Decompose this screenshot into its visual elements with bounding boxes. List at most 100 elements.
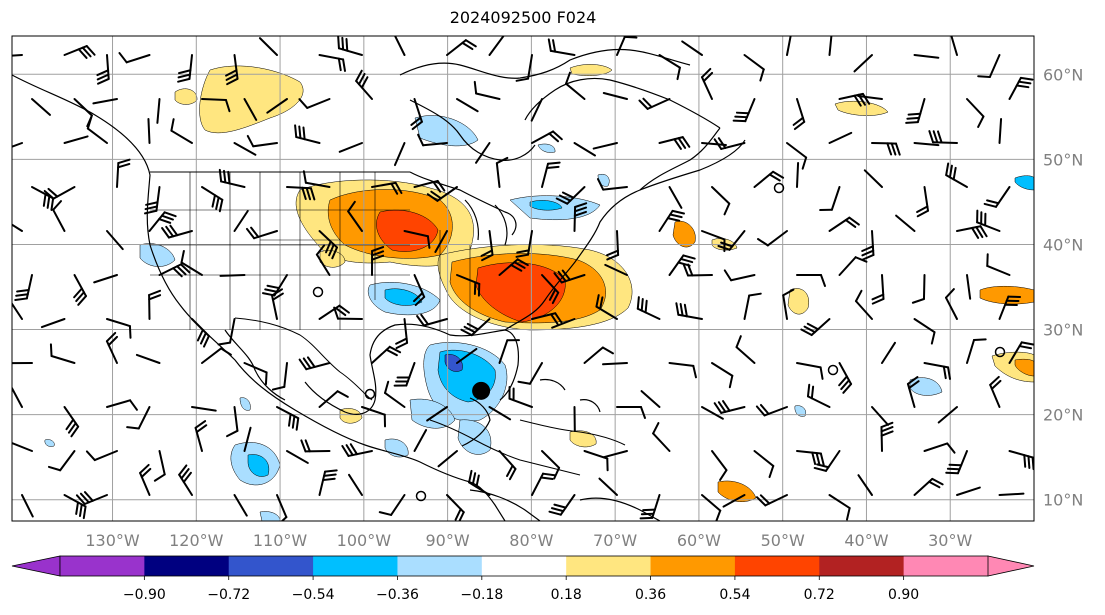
wind-barb xyxy=(945,450,968,475)
wind-barb xyxy=(515,230,533,258)
wind-barb xyxy=(675,302,703,320)
wind-barb xyxy=(923,442,956,454)
wind-barb xyxy=(170,118,193,144)
wind-barb xyxy=(595,294,618,320)
wind-barb xyxy=(286,186,316,201)
lon-tick-label: 110°W xyxy=(253,531,308,550)
lon-tick-label: 100°W xyxy=(337,531,392,550)
wind-barb xyxy=(573,142,596,157)
latitude-labels: 10°N 20°N 30°N 40°N 50°N 60°N xyxy=(1043,65,1083,509)
wind-barb xyxy=(711,362,734,389)
lat-tick-label: 40°N xyxy=(1043,235,1083,254)
lon-tick-label: 60°W xyxy=(677,531,721,550)
wind-barb xyxy=(602,91,628,100)
wind-barb xyxy=(233,142,257,156)
wind-barb xyxy=(180,249,203,276)
lon-tick-label: 120°W xyxy=(169,531,224,550)
wind-barb xyxy=(456,274,481,297)
colorbar-segment xyxy=(397,556,483,576)
wind-barb xyxy=(12,142,23,148)
wind-barb xyxy=(668,186,683,209)
colorbar-labels: −0.90 −0.72 −0.54 −0.36 −0.18 0.18 0.36 0.54 0.7… xyxy=(123,576,919,603)
lat-tick-label: 50°N xyxy=(1043,150,1083,169)
wind-barb xyxy=(300,439,331,453)
wind-barb xyxy=(616,406,646,420)
wind-barb xyxy=(412,274,426,307)
wind-barb xyxy=(701,406,724,420)
wind-barb xyxy=(583,346,614,364)
wind-barb xyxy=(658,54,681,81)
wind-barb xyxy=(318,390,349,408)
wind-barb xyxy=(85,450,118,462)
wind-barb xyxy=(743,54,765,82)
wind-barb xyxy=(426,406,448,422)
wind-barb xyxy=(271,362,288,391)
wind-barb xyxy=(294,124,321,144)
colorbar-over-arrow xyxy=(987,555,1035,577)
wind-barb xyxy=(384,380,406,408)
wind-barb xyxy=(393,362,416,387)
lon-tick-label: 40°W xyxy=(844,531,888,550)
wind-barb xyxy=(245,226,278,240)
wind-barb xyxy=(243,362,268,386)
wind-barb xyxy=(40,318,66,329)
wind-barb xyxy=(854,289,873,320)
wind-barb xyxy=(116,158,131,188)
wind-barb xyxy=(986,253,1011,276)
wind-barb xyxy=(315,244,331,276)
wind-barb xyxy=(488,406,512,421)
wind-barb xyxy=(548,494,576,516)
wind-barb xyxy=(338,142,363,153)
wind-barb xyxy=(233,494,248,517)
colorbar-tick-label: −0.54 xyxy=(292,587,335,603)
wind-barb xyxy=(555,186,586,205)
wind-barb xyxy=(813,450,841,472)
wind-barb xyxy=(573,202,588,232)
wind-barb xyxy=(12,223,23,232)
lat-tick-label: 10°N xyxy=(1043,491,1083,510)
wind-barb xyxy=(508,385,533,408)
wind-barb xyxy=(857,95,883,100)
wind-barb xyxy=(226,406,239,438)
wind-barb xyxy=(976,209,1001,232)
wind-barb xyxy=(782,288,795,320)
wind-barb xyxy=(191,406,217,412)
wind-barb xyxy=(246,134,278,148)
wind-barb xyxy=(786,142,808,170)
wind-barb xyxy=(318,304,350,320)
wind-barb xyxy=(604,263,628,276)
colorbar-tick-label: −0.90 xyxy=(123,587,166,603)
wind-barb xyxy=(47,450,76,472)
wind-barb xyxy=(871,142,901,156)
wind-barb xyxy=(266,98,288,114)
colorbar-segment xyxy=(481,556,567,576)
wind-barb xyxy=(403,230,431,249)
wind-barb xyxy=(598,477,618,496)
wind-barb xyxy=(153,450,166,482)
wind-barb xyxy=(828,131,853,144)
wind-barb xyxy=(333,306,363,320)
wind-barb xyxy=(723,269,756,282)
chart-title: 2024092500 F024 xyxy=(449,8,597,27)
colorbar-tick-label: 0.72 xyxy=(804,587,835,603)
wind-barb xyxy=(243,98,258,121)
wind-barb xyxy=(456,347,478,364)
wind-barb xyxy=(950,36,958,56)
wind-barb xyxy=(989,375,1002,408)
wind-barb xyxy=(318,230,338,260)
wind-barb xyxy=(371,246,385,276)
wind-barb xyxy=(1008,341,1034,364)
state-borders xyxy=(150,172,471,330)
wind-barb xyxy=(828,36,833,56)
colorbar-segment xyxy=(313,556,398,576)
wind-barb xyxy=(682,263,713,277)
wind-barb xyxy=(861,230,875,261)
colorbar-tick-label: −0.72 xyxy=(207,587,250,603)
wind-barb xyxy=(135,353,161,364)
wind-barb xyxy=(755,494,788,507)
wind-barb xyxy=(895,214,916,232)
wind-barb xyxy=(658,209,685,232)
wind-barb xyxy=(446,39,477,56)
wind-barb xyxy=(966,98,985,128)
wind-barb xyxy=(177,54,193,83)
